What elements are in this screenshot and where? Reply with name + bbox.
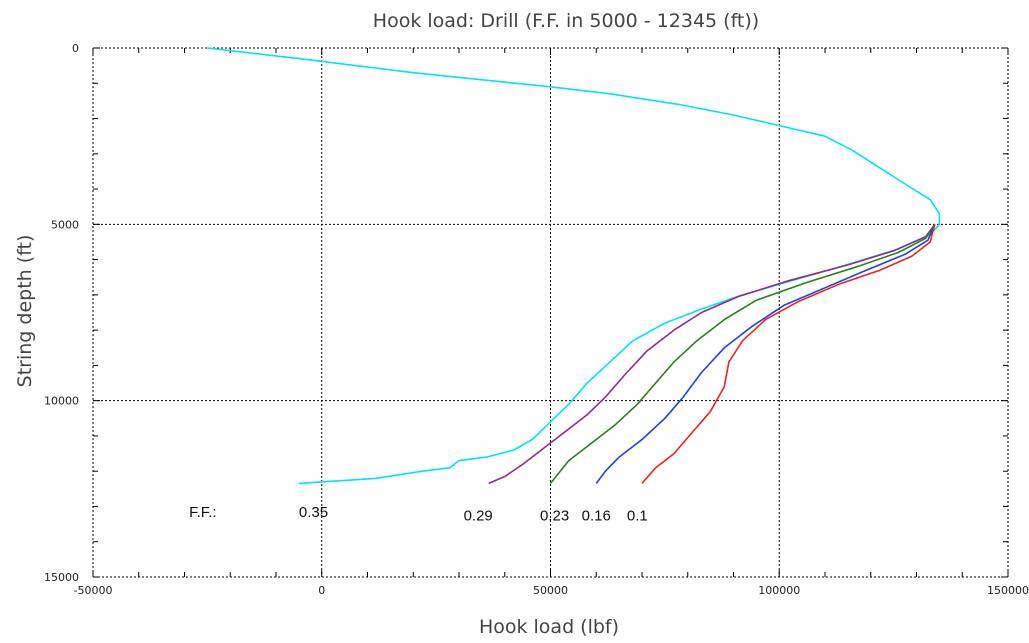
- series-lines: [207, 47, 941, 485]
- ff-annotations: F.F.: 0.35 0.29 0.23 0.16 0.1: [189, 504, 648, 525]
- y-tick-label: 10000: [44, 395, 79, 408]
- y-tick-label: 0: [72, 42, 79, 55]
- y-axis-label: String depth (ft): [14, 235, 36, 388]
- ff-value-label: 0.29: [464, 508, 493, 525]
- chart-title: Hook load: Drill (F.F. in 5000 - 12345 (…: [373, 10, 759, 32]
- x-tick-label: -50000: [74, 584, 113, 597]
- series-line-ff-0-35: [207, 47, 941, 485]
- ff-value-label: 0.16: [582, 508, 611, 525]
- x-axis-label: Hook load (lbf): [479, 616, 619, 638]
- tick-labels: -50000 0 50000 100000 150000 0 5000 10000 15000: [44, 42, 1029, 597]
- series-line-ff-0-23: [549, 223, 936, 484]
- x-tick-label: 150000: [987, 584, 1029, 597]
- series-line-ff-0-29: [488, 223, 936, 485]
- ff-value-label: 0.23: [540, 508, 569, 525]
- x-tick-label: 50000: [533, 584, 568, 597]
- ff-prefix-label: F.F.:: [189, 504, 217, 521]
- y-tick-label: 15000: [44, 571, 79, 584]
- ff-value-label: 0.35: [299, 504, 328, 521]
- y-tick-label: 5000: [51, 218, 79, 231]
- series-line-ff-0-1: [641, 224, 936, 484]
- series-line-ff-0-16: [595, 223, 936, 484]
- ff-value-label: 0.1: [627, 508, 648, 525]
- x-tick-label: 0: [318, 584, 325, 597]
- grid: [93, 48, 1008, 577]
- x-tick-label: 100000: [758, 584, 800, 597]
